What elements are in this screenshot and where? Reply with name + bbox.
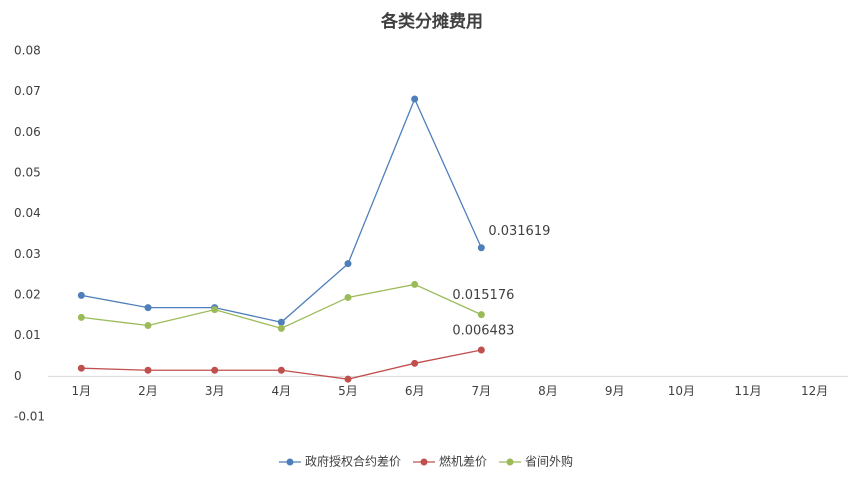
x-tick-label: 8月 (538, 384, 558, 398)
legend-marker (506, 458, 514, 466)
y-tick-label: 0.05 (14, 166, 41, 180)
y-tick-label: 0 (14, 369, 22, 383)
data-point (477, 311, 485, 319)
legend-label: 政府授权合约差价 (305, 454, 401, 469)
data-point (344, 293, 352, 301)
x-tick-label: 9月 (605, 384, 625, 398)
data-point (77, 291, 85, 299)
data-point (277, 318, 285, 326)
y-tick-label: 0.06 (14, 125, 41, 139)
x-tick-label: 1月 (72, 384, 92, 398)
series-line (81, 349, 482, 380)
data-point (277, 366, 285, 374)
y-tick-label: 0.01 (14, 328, 41, 342)
data-point (77, 364, 85, 372)
x-tick-label: 6月 (405, 384, 425, 398)
x-tick-label: 10月 (668, 384, 695, 398)
x-tick-label: 7月 (472, 384, 492, 398)
y-tick-label: 0.02 (14, 288, 41, 302)
data-label: 0.031619 (488, 224, 550, 239)
data-point (411, 359, 419, 367)
data-point (411, 95, 419, 103)
data-label: 0.015176 (452, 288, 514, 303)
chart-title: 各类分摊费用 (380, 11, 483, 32)
data-point (477, 346, 485, 354)
data-point (477, 244, 485, 252)
data-point (344, 260, 352, 268)
data-point (277, 324, 285, 332)
x-tick-label: 3月 (205, 384, 225, 398)
y-tick-label: 0.08 (14, 44, 41, 58)
legend-label: 省间外购 (525, 454, 573, 469)
x-tick-label: 11月 (734, 384, 761, 398)
data-point (211, 366, 219, 374)
x-tick-label: 2月 (138, 384, 158, 398)
series-line (81, 97, 482, 323)
data-point (344, 375, 352, 383)
data-point (411, 280, 419, 288)
y-tick-label: 0.04 (14, 206, 41, 220)
y-tick-label: 0.07 (14, 84, 41, 98)
data-label: 0.006483 (452, 323, 514, 338)
y-tick-label: 0.03 (14, 247, 41, 261)
data-point (144, 322, 152, 329)
data-point (211, 306, 219, 314)
legend-marker (286, 458, 294, 466)
x-tick-label: 12月 (801, 384, 828, 398)
data-point (144, 366, 152, 374)
legend-label: 燃机差价 (439, 454, 487, 469)
legend-marker (420, 458, 428, 466)
x-tick-label: 5月 (338, 384, 358, 398)
x-tick-label: 4月 (272, 384, 292, 398)
data-point (144, 304, 152, 312)
data-point (77, 313, 85, 321)
y-tick-label: -0.01 (14, 410, 45, 424)
